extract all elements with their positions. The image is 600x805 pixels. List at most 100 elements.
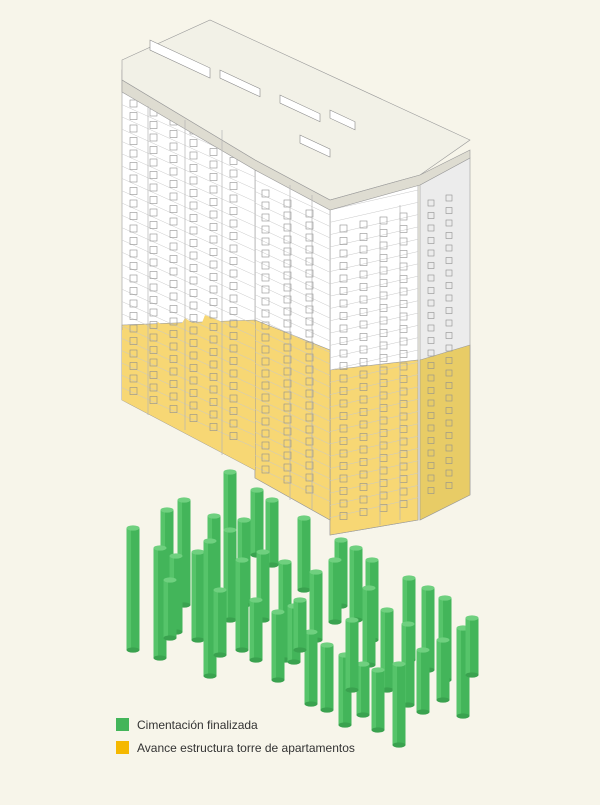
window [427,237,435,244]
window [169,242,178,251]
window [305,485,314,494]
roof-edge [121,79,471,211]
window [129,237,138,245]
window [169,380,178,388]
window [261,369,270,378]
window [129,99,138,108]
window [261,381,270,390]
window [209,323,218,331]
window [189,189,198,197]
window [359,220,368,229]
window [229,257,238,265]
window [283,319,292,328]
window [283,307,292,316]
window [189,314,198,322]
window [359,495,368,504]
window [149,333,158,342]
foundation-pile [293,597,307,653]
window [359,308,368,316]
window [149,183,158,192]
window [283,439,292,448]
windows-right [427,194,453,494]
window [339,224,348,233]
rooftop-equipment [149,39,356,158]
window [169,292,178,301]
window [189,376,198,385]
window [209,373,218,381]
window [445,207,453,214]
window [427,362,435,369]
apartment-tower [121,19,471,536]
window [305,281,314,290]
window [427,224,435,232]
window [305,329,314,338]
window [305,401,314,410]
window [339,312,348,320]
window [209,260,218,269]
window [129,162,138,170]
foundation-pile [126,525,140,653]
window [305,473,314,482]
window [261,213,270,222]
rooftop-unit [299,134,331,158]
window [305,377,314,386]
window [305,461,314,470]
window [189,339,198,347]
window [189,251,198,260]
window [339,424,348,433]
window [189,301,198,310]
window [445,419,453,427]
window [283,283,292,292]
window [359,270,368,279]
window [149,158,158,167]
window [339,287,348,295]
window [305,437,314,446]
legend-label-structure: Avance estructura torre de apartamentos [137,740,355,755]
window [359,458,368,466]
window [169,167,178,176]
legend-item-structure: Avance estructura torre de apartamentos [116,736,355,759]
window [305,425,314,434]
window [283,355,292,364]
tower-middle-structure [254,319,331,521]
window [129,212,138,220]
window [427,324,435,332]
window [149,383,158,392]
window [229,294,238,303]
window [189,139,198,147]
window [261,333,270,342]
window [339,337,348,345]
window [169,317,178,326]
window [229,169,238,178]
window [169,205,178,213]
windows-middle [261,189,314,494]
window [445,269,453,277]
foundation-pile [191,549,205,643]
window [445,244,453,252]
window [339,474,348,483]
tower-right-side-structure [419,344,471,521]
window [339,487,348,495]
window [149,321,158,329]
window [189,276,198,285]
window [189,176,198,185]
window [445,444,453,452]
window [283,211,292,220]
window [229,357,238,365]
foundation-pile [297,515,311,593]
window [229,269,238,278]
window [209,410,218,419]
window [229,219,238,228]
window [359,395,368,404]
window [129,149,138,158]
window [129,249,138,258]
foundation-pile [271,609,285,683]
window [305,257,314,266]
window [169,267,178,276]
rooftop-unit [279,94,321,123]
window [209,360,218,369]
window [305,341,314,350]
structure-progress-edge [122,315,255,470]
window [261,225,270,234]
window [129,349,138,358]
